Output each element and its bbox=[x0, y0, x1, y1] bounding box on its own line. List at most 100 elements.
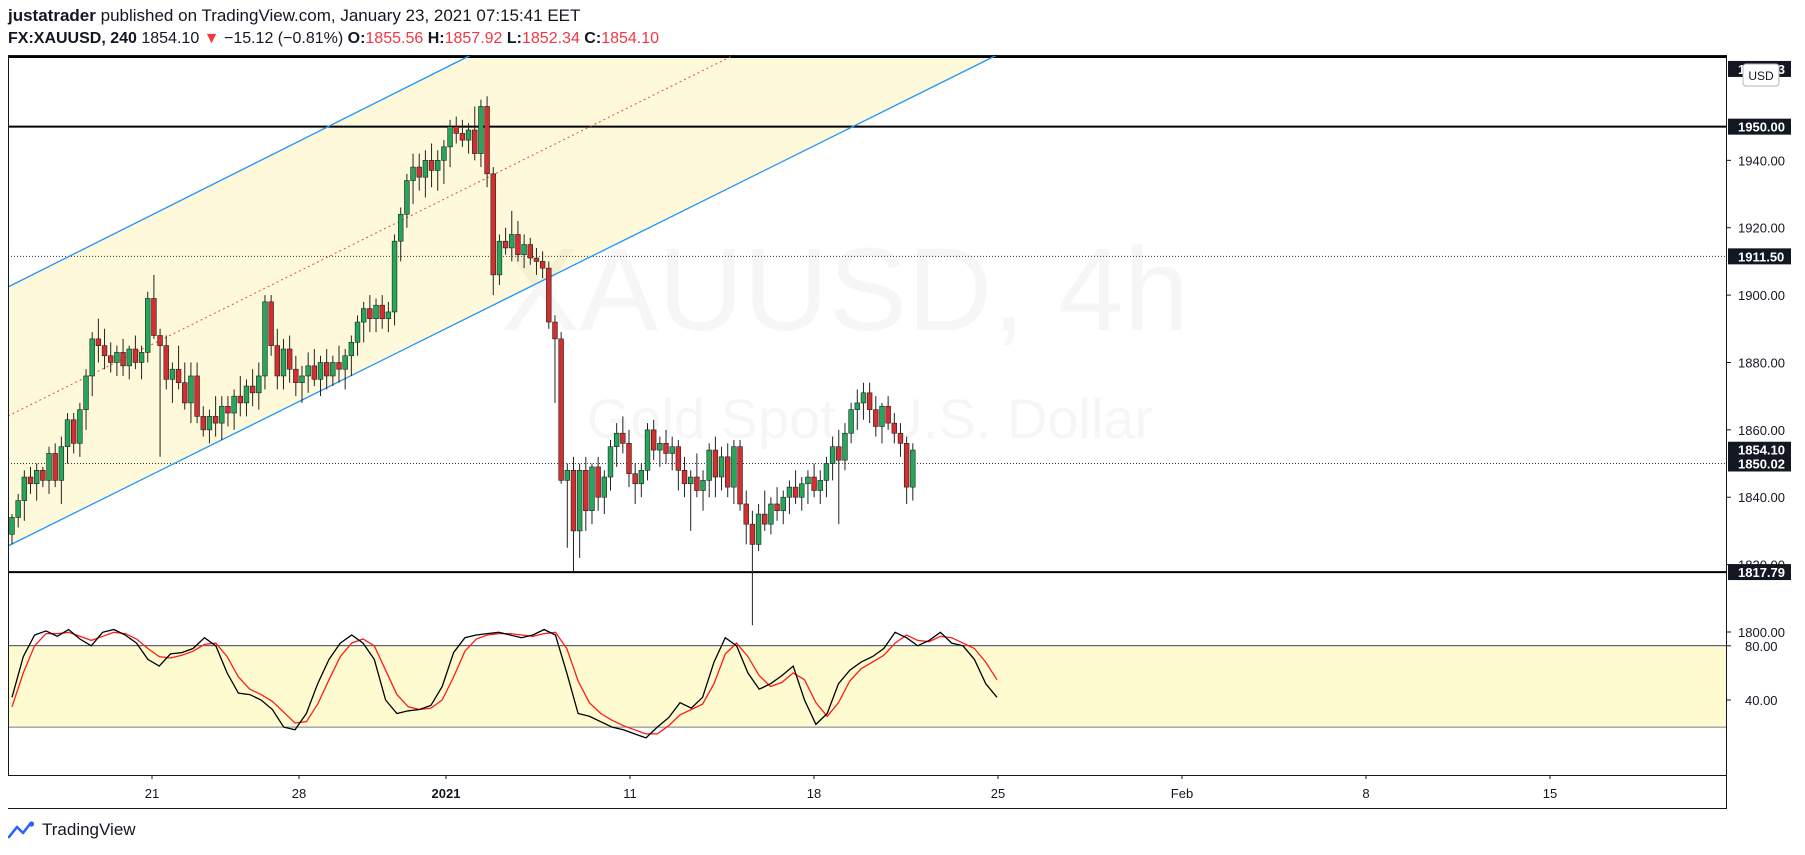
candle bbox=[780, 490, 786, 525]
candle bbox=[472, 106, 478, 161]
candle bbox=[552, 315, 558, 403]
candle bbox=[373, 298, 379, 333]
candle bbox=[132, 335, 139, 370]
time-tick-label: 21 bbox=[145, 786, 159, 801]
symbol-info: FX:XAUUSD, 240 1854.10 ▼ −15.12 (−0.81%)… bbox=[8, 29, 659, 49]
candle bbox=[77, 402, 83, 457]
candle bbox=[428, 143, 435, 188]
candle bbox=[447, 119, 453, 168]
price-tick-label: 1940.00 bbox=[1738, 153, 1785, 168]
candle bbox=[225, 396, 231, 427]
candle bbox=[422, 150, 429, 198]
candle bbox=[811, 463, 817, 498]
candle bbox=[114, 345, 120, 376]
author-name[interactable]: justatrader bbox=[8, 6, 96, 25]
price-tick-label: 1800.00 bbox=[1738, 625, 1785, 640]
candle bbox=[52, 443, 58, 488]
price-tick-label: 1880.00 bbox=[1738, 355, 1785, 370]
candle bbox=[175, 345, 182, 390]
candle bbox=[268, 295, 274, 356]
candle bbox=[755, 503, 762, 552]
candle bbox=[731, 439, 737, 504]
published-text: published on TradingView.com, January 23… bbox=[100, 6, 581, 25]
candle bbox=[453, 116, 459, 144]
price-tick-label: 1920.00 bbox=[1738, 221, 1785, 236]
candle bbox=[762, 490, 768, 531]
candle bbox=[194, 362, 200, 424]
candle bbox=[336, 345, 342, 383]
candle bbox=[737, 439, 743, 511]
candle bbox=[200, 406, 206, 437]
time-tick-label: 18 bbox=[807, 786, 821, 801]
high-label: H: bbox=[427, 30, 445, 47]
candle bbox=[58, 436, 65, 504]
candle bbox=[521, 234, 527, 269]
currency-badge[interactable]: USD bbox=[1742, 63, 1780, 87]
price-label: 1850.02 bbox=[1728, 455, 1791, 472]
candle bbox=[768, 497, 774, 535]
currency-label: USD bbox=[1748, 69, 1774, 83]
candle bbox=[866, 382, 873, 424]
candle bbox=[910, 443, 916, 501]
candle bbox=[83, 369, 89, 430]
down-arrow-icon: ▼ bbox=[203, 30, 220, 47]
low-label: L: bbox=[506, 30, 522, 47]
candle bbox=[410, 153, 416, 205]
candle bbox=[299, 365, 305, 403]
candle bbox=[95, 318, 102, 363]
candle bbox=[848, 402, 854, 444]
candle bbox=[897, 423, 904, 457]
candle bbox=[379, 295, 385, 329]
last-price: 1854.10 bbox=[141, 30, 200, 47]
candle bbox=[539, 251, 546, 279]
candle bbox=[854, 389, 860, 430]
candle bbox=[465, 123, 472, 154]
tradingview-brand[interactable]: TradingView bbox=[8, 820, 136, 840]
channel-upper-line[interactable] bbox=[7, 54, 472, 288]
candle bbox=[33, 463, 40, 501]
candle bbox=[564, 463, 571, 548]
candle bbox=[613, 423, 620, 467]
svg-text:1950.00: 1950.00 bbox=[1738, 120, 1785, 135]
candle bbox=[212, 396, 219, 437]
oscillator-tick-label: 80.00 bbox=[1745, 639, 1778, 654]
high-value: 1857.92 bbox=[444, 30, 503, 47]
candle bbox=[749, 510, 756, 626]
candle bbox=[527, 237, 533, 265]
candle bbox=[829, 436, 836, 481]
candle bbox=[323, 349, 330, 390]
candle bbox=[21, 470, 28, 521]
candle bbox=[441, 140, 447, 184]
candle bbox=[860, 382, 867, 420]
candle bbox=[657, 436, 663, 467]
candle bbox=[743, 490, 749, 545]
publish-header: justatrader published on TradingView.com… bbox=[8, 6, 580, 26]
price-tick-label: 1840.00 bbox=[1738, 490, 1785, 505]
candle bbox=[496, 234, 503, 285]
time-axis[interactable]: 21 28 2021 11 18 25 Feb 8 15 bbox=[145, 775, 1557, 801]
horizontal-levels[interactable] bbox=[8, 56, 1726, 574]
candle bbox=[9, 514, 15, 545]
svg-text:1854.10: 1854.10 bbox=[1738, 443, 1785, 458]
candle bbox=[774, 487, 780, 521]
candle bbox=[799, 477, 805, 511]
candle bbox=[842, 423, 848, 471]
channel-lower-line[interactable] bbox=[7, 54, 998, 547]
candle bbox=[330, 355, 336, 387]
candle bbox=[712, 436, 719, 498]
candle bbox=[694, 453, 700, 498]
price-label: 1911.50 bbox=[1728, 248, 1791, 265]
candle bbox=[354, 315, 361, 356]
open-value: 1855.56 bbox=[365, 30, 424, 47]
oscillator-band bbox=[9, 645, 1726, 728]
symbol-label: FX:XAUUSD, 240 bbox=[8, 30, 137, 47]
candle bbox=[219, 396, 225, 440]
price-tick-label: 1860.00 bbox=[1738, 423, 1785, 438]
oscillator-tick-label: 40.00 bbox=[1745, 693, 1778, 708]
candle bbox=[533, 247, 540, 275]
candle bbox=[120, 338, 126, 376]
candle bbox=[626, 429, 632, 488]
price-label: 1854.10 bbox=[1728, 441, 1791, 458]
candlestick-series bbox=[9, 96, 916, 626]
